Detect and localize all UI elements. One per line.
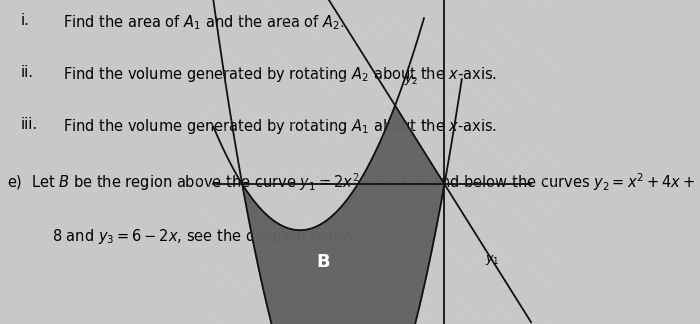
Polygon shape (242, 106, 444, 324)
Text: $8$ and $y_3 = 6 - 2x$, see the diagram below.: $8$ and $y_3 = 6 - 2x$, see the diagram … (52, 227, 360, 246)
Text: $y_1$: $y_1$ (485, 253, 499, 267)
Text: Find the volume generated by rotating $A_2$ about the $x$-axis.: Find the volume generated by rotating $A… (63, 65, 497, 84)
Text: e)  Let $B$ be the region above the curve $y_1 = 2x^2 + 5x + 2$, and below the c: e) Let $B$ be the region above the curve… (7, 172, 695, 193)
Text: Find the volume generated by rotating $A_1$ about the $x$-axis.: Find the volume generated by rotating $A… (63, 117, 497, 136)
Text: ii.: ii. (21, 65, 34, 80)
Text: i.: i. (21, 13, 30, 28)
Text: $y_2$: $y_2$ (404, 74, 418, 87)
Text: B: B (316, 253, 330, 271)
Text: iii.: iii. (21, 117, 38, 132)
Text: Find the area of $A_1$ and the area of $A_2$.: Find the area of $A_1$ and the area of $… (63, 13, 344, 32)
